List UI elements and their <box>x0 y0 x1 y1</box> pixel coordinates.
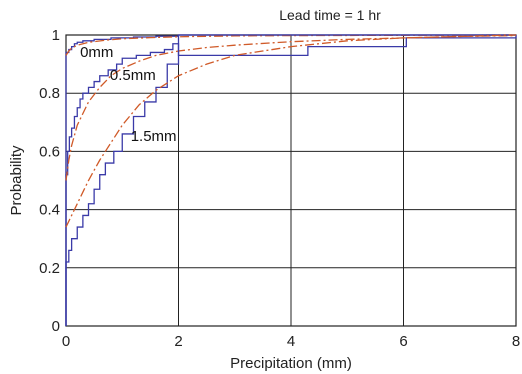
annotations: 0mm 0.5mm 1.5mm <box>80 44 176 145</box>
y-tick-label: 0.8 <box>39 85 60 102</box>
x-axis-title: Precipitation (mm) <box>230 355 352 372</box>
curve-label: 1.5mm <box>131 128 177 145</box>
x-tick-label: 2 <box>174 333 182 350</box>
series-layer <box>65 34 517 326</box>
x-tick-label: 8 <box>512 333 520 350</box>
y-tick-label: 0.4 <box>39 202 60 219</box>
curve-label: 0mm <box>80 44 113 61</box>
y-tick-label: 0.6 <box>39 143 60 160</box>
y-tick-label: 0 <box>52 318 60 335</box>
chart-title: Lead time = 1 hr <box>279 7 381 23</box>
x-tick-label: 6 <box>399 333 407 350</box>
fitted-cdf-line <box>65 34 517 181</box>
x-tick-label: 4 <box>287 333 295 350</box>
ticks: 0 2 4 6 8 0 0.2 0.4 0.6 0.8 1 <box>39 27 520 350</box>
empirical-cdf-line <box>65 34 516 326</box>
y-axis-title: Probability <box>8 145 25 216</box>
fitted-cdf-line <box>65 34 517 228</box>
empirical-cdf-line <box>65 35 517 326</box>
curve-label: 0.5mm <box>110 67 156 84</box>
y-tick-label: 0.2 <box>39 260 60 277</box>
x-tick-label: 0 <box>62 333 70 350</box>
y-tick-label: 1 <box>52 27 60 44</box>
